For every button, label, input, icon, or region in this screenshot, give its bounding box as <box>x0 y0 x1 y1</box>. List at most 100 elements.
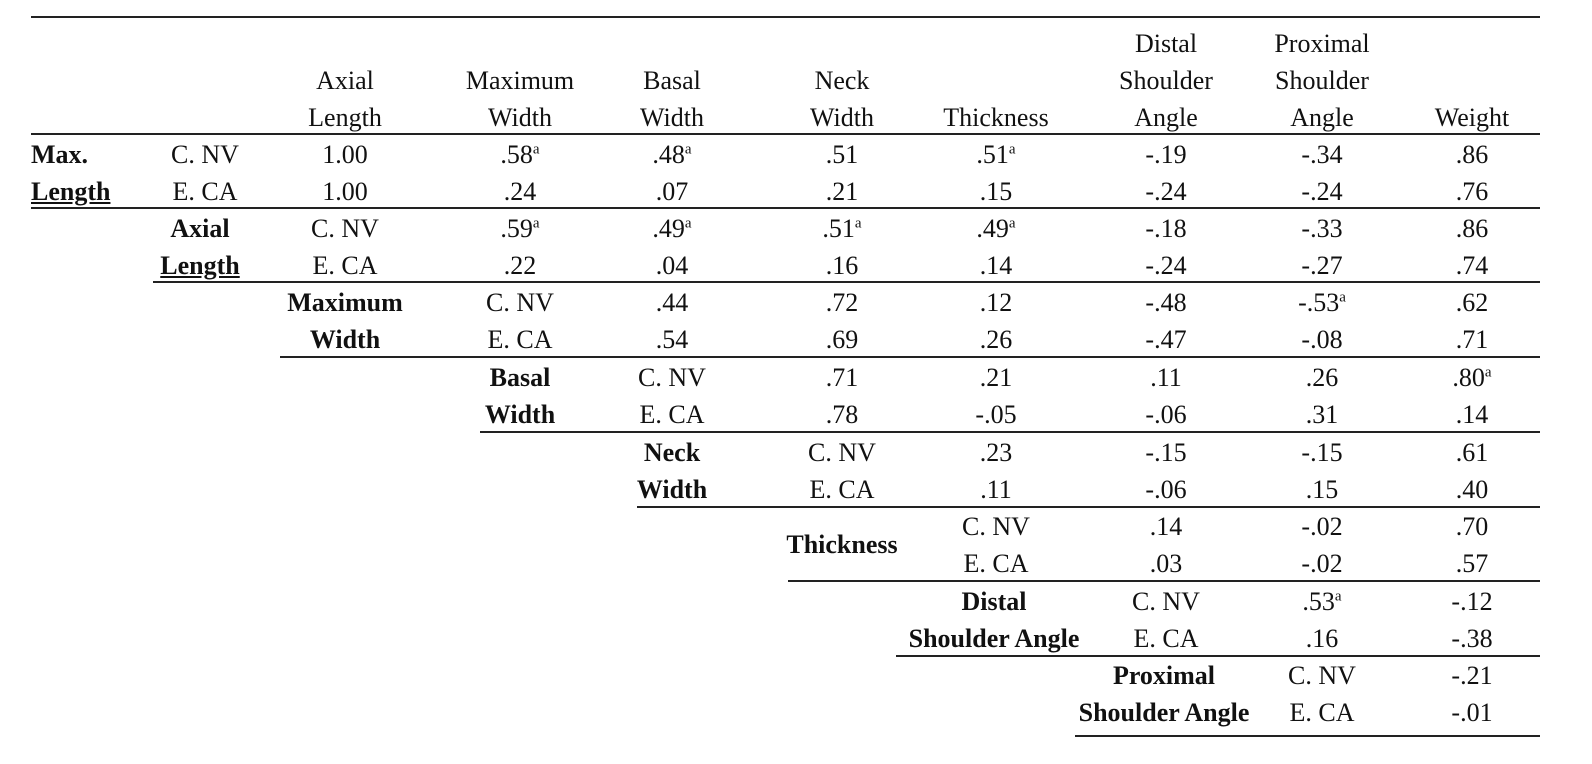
group-rule-maxlen <box>31 207 1540 209</box>
cell-maxlen-cnv-neck: .51 <box>825 140 859 169</box>
group-label-axial-line1: Axial <box>170 214 230 243</box>
header-rule <box>31 133 1540 135</box>
header-prox-line2: Shoulder <box>1275 66 1369 95</box>
cell-thick-cnv-weight: .70 <box>1455 512 1489 541</box>
subgroup-cnv: C. NV <box>171 140 239 169</box>
cell-maxlen-eca-prox: -.24 <box>1301 177 1343 206</box>
cell-maxlen-cnv-thick: .51a <box>976 140 1016 169</box>
cell-basal-eca-weight: .14 <box>1455 400 1489 429</box>
cell-axial-eca-thick: .14 <box>979 251 1013 280</box>
header-maxw-line1: Maximum <box>465 66 575 95</box>
group-rule-neck <box>637 506 1540 508</box>
cell-thick-cnv-prox: -.02 <box>1301 512 1343 541</box>
cell-maxw-cnv-prox: -.53a <box>1298 288 1346 317</box>
cell-thick-eca-prox: -.02 <box>1301 549 1343 578</box>
cell-neck-eca-prox: .15 <box>1305 475 1339 504</box>
cell-axial-eca-prox: -.27 <box>1301 251 1343 280</box>
cell-axial-cnv-basal: .49a <box>652 214 692 243</box>
cell-maxw-eca-prox: -.08 <box>1301 325 1343 354</box>
cell-axial-cnv-neck: .51a <box>822 214 862 243</box>
subgroup-cnv: C. NV <box>808 438 876 467</box>
cell-maxlen-eca-weight: .76 <box>1455 177 1489 206</box>
cell-maxlen-eca-thick: .15 <box>979 177 1013 206</box>
subgroup-eca: E. CA <box>963 549 1029 578</box>
header-neck-line1: Neck <box>814 66 870 95</box>
cell-prox-cnv-weight: -.21 <box>1451 661 1493 690</box>
cell-axial-eca-distal: -.24 <box>1145 251 1187 280</box>
cell-thick-eca-distal: .03 <box>1149 549 1183 578</box>
cell-distal-cnv-weight: -.12 <box>1451 587 1493 616</box>
group-label-maxlen-line2: Length <box>31 177 111 206</box>
cell-maxlen-eca-distal: -.24 <box>1145 177 1187 206</box>
cell-maxlen-cnv-distal: -.19 <box>1145 140 1187 169</box>
header-weight: Weight <box>1434 103 1510 132</box>
group-rule-thick <box>788 580 1540 582</box>
group-label-distal-line1: Distal <box>961 587 1027 616</box>
subgroup-eca: E. CA <box>312 251 378 280</box>
subgroup-cnv: C. NV <box>638 363 706 392</box>
group-label-axial-line2: Length <box>160 251 240 280</box>
subgroup-eca: E. CA <box>487 325 553 354</box>
cell-neck-eca-weight: .40 <box>1455 475 1489 504</box>
cell-maxw-cnv-weight: .62 <box>1455 288 1489 317</box>
cell-axial-eca-basal: .04 <box>655 251 689 280</box>
cell-maxlen-eca-neck: .21 <box>825 177 859 206</box>
subgroup-cnv: C. NV <box>962 512 1030 541</box>
cell-maxlen-eca-axial: 1.00 <box>322 177 368 206</box>
cell-thick-cnv-distal: .14 <box>1149 512 1183 541</box>
cell-axial-cnv-weight: .86 <box>1455 214 1489 243</box>
header-distal-line1: Distal <box>1134 29 1198 58</box>
header-neck-line2: Width <box>810 103 874 132</box>
cell-maxw-eca-distal: -.47 <box>1145 325 1187 354</box>
cell-maxw-cnv-thick: .12 <box>979 288 1013 317</box>
cell-maxlen-cnv-maxw: .58a <box>500 140 540 169</box>
group-label-maxw-line2: Width <box>309 325 381 354</box>
subgroup-cnv: C. NV <box>311 214 379 243</box>
group-rule-maxw <box>280 356 1540 358</box>
subgroup-eca: E. CA <box>1289 698 1355 727</box>
cell-neck-cnv-distal: -.15 <box>1145 438 1187 467</box>
header-axial-line1: Axial <box>316 66 374 95</box>
cell-maxw-eca-thick: .26 <box>979 325 1013 354</box>
subgroup-cnv: C. NV <box>1132 587 1200 616</box>
cell-thick-eca-weight: .57 <box>1455 549 1489 578</box>
cell-maxw-eca-neck: .69 <box>825 325 859 354</box>
subgroup-cnv: C. NV <box>486 288 554 317</box>
header-basal-line1: Basal <box>643 66 701 95</box>
group-label-neck-line1: Neck <box>643 438 701 467</box>
cell-neck-cnv-prox: -.15 <box>1301 438 1343 467</box>
group-label-maxlen-line1: Max. <box>31 140 89 169</box>
group-label-basal-line1: Basal <box>489 363 551 392</box>
cell-neck-cnv-thick: .23 <box>979 438 1013 467</box>
subgroup-eca: E. CA <box>1133 624 1199 653</box>
group-label-prox-line2: Shoulder Angle <box>1078 698 1250 727</box>
cell-maxw-eca-basal: .54 <box>655 325 689 354</box>
cell-distal-eca-prox: .16 <box>1305 624 1339 653</box>
top-rule <box>31 16 1540 18</box>
header-prox-line1: Proximal <box>1274 29 1370 58</box>
group-rule-axial <box>153 281 1540 283</box>
cell-distal-cnv-prox: .53a <box>1302 587 1342 616</box>
header-thickness: Thickness <box>943 103 1049 132</box>
cell-maxlen-cnv-axial: 1.00 <box>322 140 368 169</box>
header-distal-line2: Shoulder <box>1119 66 1213 95</box>
cell-maxlen-cnv-basal: .48a <box>652 140 692 169</box>
group-rule-distal <box>896 655 1540 657</box>
cell-basal-cnv-neck: .71 <box>825 363 859 392</box>
subgroup-eca: E. CA <box>172 177 238 206</box>
cell-axial-cnv-thick: .49a <box>976 214 1016 243</box>
group-rule-basal <box>480 431 1540 433</box>
cell-basal-cnv-prox: .26 <box>1305 363 1339 392</box>
cell-axial-eca-neck: .16 <box>825 251 859 280</box>
cell-prox-eca-weight: -.01 <box>1451 698 1493 727</box>
cell-distal-eca-weight: -.38 <box>1451 624 1493 653</box>
cell-maxw-cnv-basal: .44 <box>655 288 689 317</box>
group-label-thickness: Thickness <box>786 530 898 559</box>
header-axial-line2: Length <box>308 103 382 132</box>
cell-basal-eca-distal: -.06 <box>1145 400 1187 429</box>
cell-basal-cnv-weight: .80a <box>1452 363 1492 392</box>
cell-neck-eca-distal: -.06 <box>1145 475 1187 504</box>
cell-maxlen-eca-basal: .07 <box>655 177 689 206</box>
cell-maxlen-eca-maxw: .24 <box>503 177 537 206</box>
